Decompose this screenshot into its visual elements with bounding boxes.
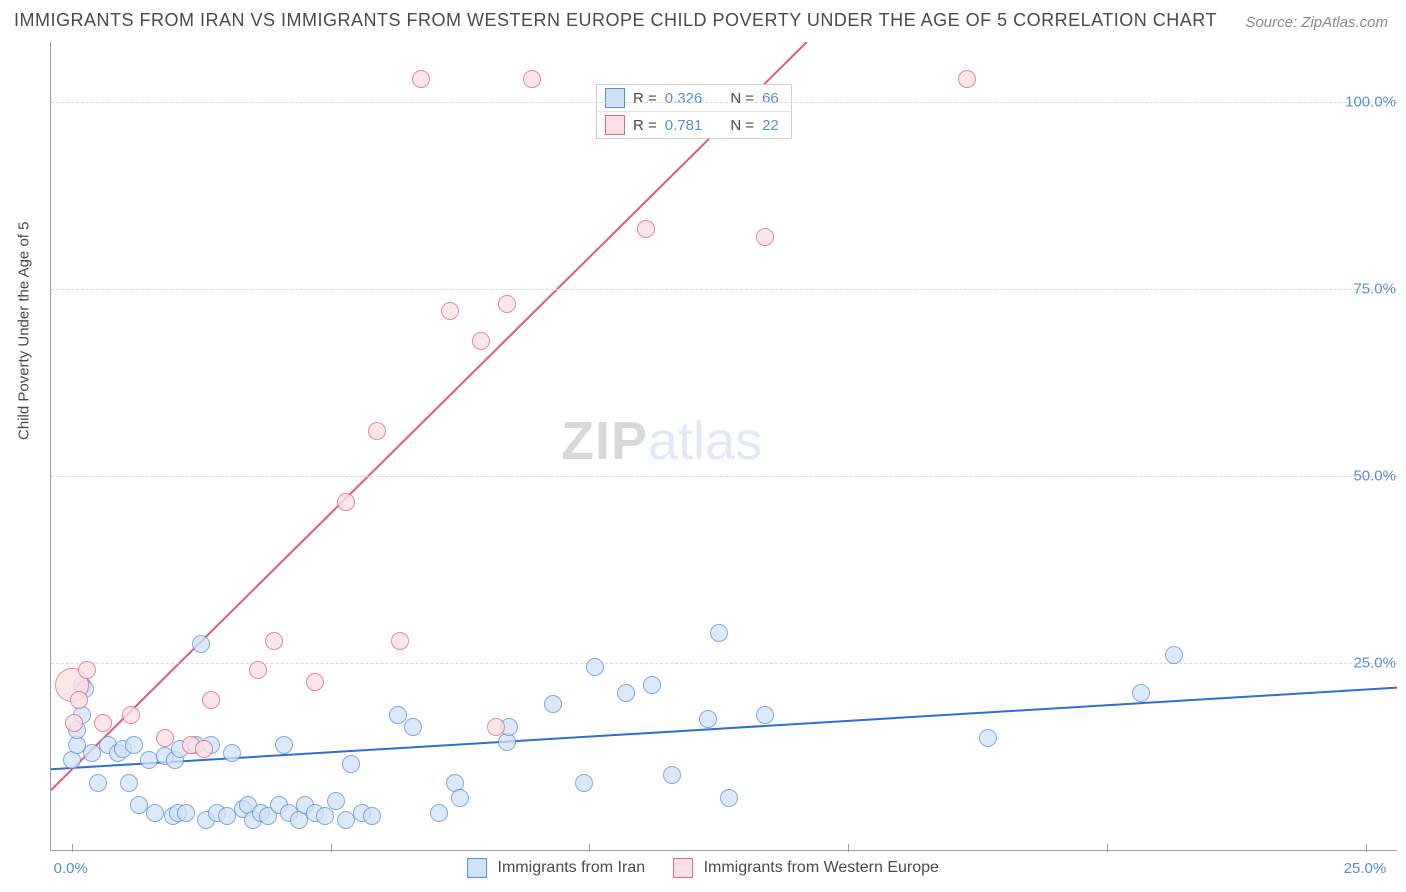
y-tick-label: 25.0% <box>1353 654 1396 671</box>
data-point <box>195 740 213 758</box>
x-tick-label: 25.0% <box>1344 860 1387 877</box>
grid-line <box>51 476 1397 477</box>
r-value-we: 0.781 <box>665 117 703 134</box>
legend-stats: R = 0.326 N = 66 R = 0.781 N = 22 <box>596 84 792 139</box>
data-point <box>327 792 345 810</box>
data-point <box>1165 646 1183 664</box>
data-point <box>65 714 83 732</box>
data-point <box>958 70 976 88</box>
x-tick-label: 0.0% <box>54 860 88 877</box>
n-label: N = <box>730 90 754 107</box>
legend-stats-row-iran: R = 0.326 N = 66 <box>597 85 791 112</box>
data-point <box>363 807 381 825</box>
x-tick <box>72 844 73 852</box>
data-point <box>177 804 195 822</box>
data-point <box>487 718 505 736</box>
r-value-iran: 0.326 <box>665 90 703 107</box>
data-point <box>275 736 293 754</box>
data-point <box>720 789 738 807</box>
n-value-iran: 66 <box>762 90 779 107</box>
data-point <box>451 789 469 807</box>
data-point <box>1132 684 1150 702</box>
legend-bottom: Immigrants from Iran Immigrants from Wes… <box>467 858 939 878</box>
data-point <box>498 295 516 313</box>
y-axis-label: Child Poverty Under the Age of 5 <box>16 222 33 440</box>
legend-label-iran: Immigrants from Iran <box>498 859 646 876</box>
data-point <box>430 804 448 822</box>
data-point <box>575 774 593 792</box>
legend-label-we: Immigrants from Western Europe <box>704 859 939 876</box>
data-point <box>122 706 140 724</box>
data-point <box>710 624 728 642</box>
chart-title: IMMIGRANTS FROM IRAN VS IMMIGRANTS FROM … <box>14 10 1217 31</box>
data-point <box>544 695 562 713</box>
y-tick-label: 50.0% <box>1353 467 1396 484</box>
legend-swatch-we-b <box>673 858 693 878</box>
data-point <box>70 691 88 709</box>
data-point <box>663 766 681 784</box>
x-tick <box>848 844 849 852</box>
data-point <box>756 706 774 724</box>
x-tick <box>1366 844 1367 852</box>
x-tick <box>331 844 332 852</box>
data-point <box>89 774 107 792</box>
r-label: R = <box>633 90 657 107</box>
grid-line <box>51 289 1397 290</box>
data-point <box>265 632 283 650</box>
watermark: ZIPatlas <box>561 410 762 472</box>
plot-area: ZIPatlas R = 0.326 N = 66 R = 0.781 N = … <box>50 42 1397 851</box>
legend-swatch-we <box>605 115 625 135</box>
source-label: Source: ZipAtlas.com <box>1245 14 1388 31</box>
data-point <box>391 632 409 650</box>
data-point <box>146 804 164 822</box>
data-point <box>316 807 334 825</box>
n-label: N = <box>730 117 754 134</box>
data-point <box>368 422 386 440</box>
data-point <box>94 714 112 732</box>
data-point <box>337 493 355 511</box>
trend-line <box>51 688 1397 770</box>
watermark-zip: ZIP <box>561 411 648 471</box>
data-point <box>120 774 138 792</box>
data-point <box>342 755 360 773</box>
y-tick-label: 100.0% <box>1345 93 1396 110</box>
data-point <box>699 710 717 728</box>
data-point <box>979 729 997 747</box>
data-point <box>192 635 210 653</box>
data-point <box>441 302 459 320</box>
watermark-atlas: atlas <box>648 411 762 471</box>
data-point <box>617 684 635 702</box>
data-point <box>637 220 655 238</box>
y-tick-label: 75.0% <box>1353 280 1396 297</box>
data-point <box>523 70 541 88</box>
data-point <box>412 70 430 88</box>
data-point <box>404 718 422 736</box>
legend-item-iran: Immigrants from Iran <box>467 858 645 878</box>
data-point <box>223 744 241 762</box>
x-tick <box>589 844 590 852</box>
data-point <box>78 661 96 679</box>
legend-swatch-iran <box>605 88 625 108</box>
data-point <box>202 691 220 709</box>
data-point <box>586 658 604 676</box>
data-point <box>756 228 774 246</box>
data-point <box>156 729 174 747</box>
x-tick <box>1107 844 1108 852</box>
legend-stats-row-we: R = 0.781 N = 22 <box>597 112 791 138</box>
n-value-we: 22 <box>762 117 779 134</box>
data-point <box>472 332 490 350</box>
legend-swatch-iran-b <box>467 858 487 878</box>
data-point <box>125 736 143 754</box>
grid-line <box>51 102 1397 103</box>
data-point <box>389 706 407 724</box>
legend-item-we: Immigrants from Western Europe <box>673 858 939 878</box>
data-point <box>643 676 661 694</box>
data-point <box>306 673 324 691</box>
data-point <box>249 661 267 679</box>
r-label: R = <box>633 117 657 134</box>
